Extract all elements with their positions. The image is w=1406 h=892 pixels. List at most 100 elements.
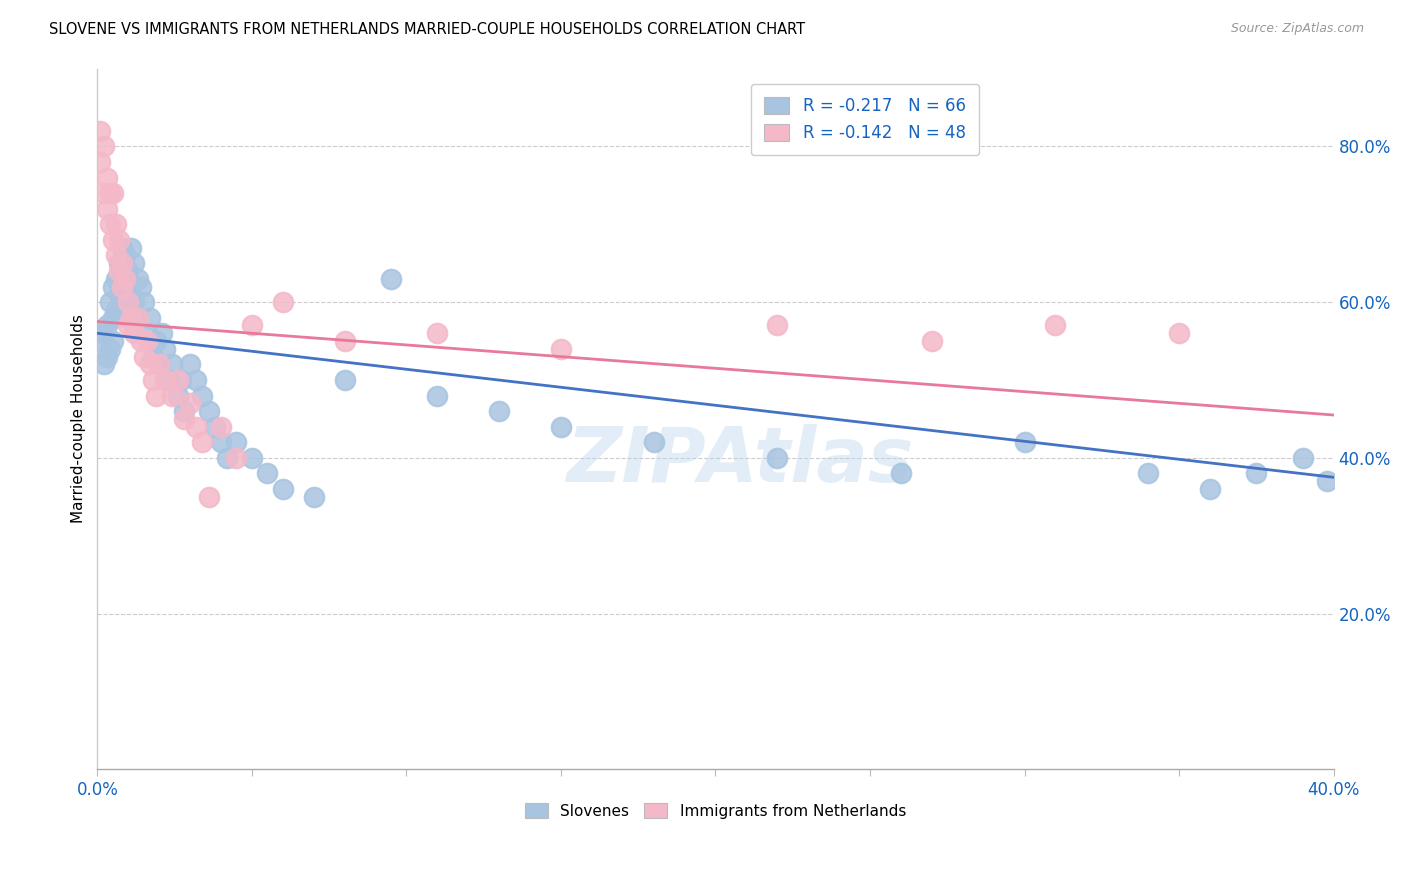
Point: [256, 467, 278, 481]
Point: [104, 217, 127, 231]
Point: [96, 202, 118, 216]
Point: [104, 302, 127, 317]
Point: [96, 350, 118, 364]
Point: [89, 155, 111, 169]
Point: [333, 373, 356, 387]
Point: [333, 334, 356, 348]
Point: [191, 388, 214, 402]
Point: [148, 358, 170, 372]
Point: [209, 419, 232, 434]
Point: [225, 450, 247, 465]
Point: [766, 318, 789, 333]
Point: [643, 435, 665, 450]
Point: [101, 186, 124, 200]
Point: [186, 373, 208, 387]
Point: [166, 388, 188, 402]
Point: [157, 373, 180, 387]
Point: [111, 279, 134, 293]
Point: [204, 419, 226, 434]
Point: [108, 287, 131, 301]
Point: [380, 272, 402, 286]
Point: [271, 295, 294, 310]
Point: [132, 295, 155, 310]
Point: [111, 272, 134, 286]
Point: [426, 388, 449, 402]
Point: [145, 388, 167, 402]
Point: [117, 264, 139, 278]
Point: [550, 342, 572, 356]
Point: [98, 342, 121, 356]
Point: [197, 404, 219, 418]
Point: [160, 358, 183, 372]
Text: Source: ZipAtlas.com: Source: ZipAtlas.com: [1230, 22, 1364, 36]
Point: [145, 334, 167, 348]
Point: [139, 310, 162, 325]
Point: [302, 490, 325, 504]
Point: [197, 490, 219, 504]
Point: [93, 358, 115, 372]
Point: [155, 342, 177, 356]
Point: [155, 373, 177, 387]
Point: [101, 310, 124, 325]
Point: [1168, 326, 1191, 341]
Point: [132, 350, 155, 364]
Point: [114, 248, 136, 262]
Point: [111, 241, 134, 255]
Point: [124, 326, 146, 341]
Point: [124, 256, 146, 270]
Point: [127, 310, 149, 325]
Point: [129, 334, 152, 348]
Point: [173, 404, 195, 418]
Point: [191, 435, 214, 450]
Point: [98, 295, 121, 310]
Y-axis label: Married-couple Households: Married-couple Households: [72, 315, 86, 524]
Point: [166, 373, 188, 387]
Text: ZIPAtlas: ZIPAtlas: [567, 424, 914, 498]
Point: [114, 295, 136, 310]
Point: [89, 124, 111, 138]
Point: [96, 170, 118, 185]
Point: [173, 412, 195, 426]
Point: [108, 264, 131, 278]
Point: [209, 435, 232, 450]
Point: [240, 450, 263, 465]
Point: [921, 334, 943, 348]
Point: [93, 139, 115, 153]
Point: [101, 334, 124, 348]
Point: [117, 310, 139, 325]
Point: [127, 310, 149, 325]
Point: [1137, 467, 1160, 481]
Point: [426, 326, 449, 341]
Point: [120, 241, 142, 255]
Point: [142, 373, 165, 387]
Point: [160, 388, 183, 402]
Point: [114, 272, 136, 286]
Point: [93, 326, 115, 341]
Point: [488, 404, 510, 418]
Point: [108, 256, 131, 270]
Point: [225, 435, 247, 450]
Point: [101, 279, 124, 293]
Point: [104, 248, 127, 262]
Point: [93, 186, 115, 200]
Point: [124, 295, 146, 310]
Point: [127, 272, 149, 286]
Point: [117, 318, 139, 333]
Point: [98, 186, 121, 200]
Point: [217, 450, 239, 465]
Point: [117, 295, 139, 310]
Point: [1014, 435, 1036, 450]
Point: [148, 358, 170, 372]
Point: [98, 217, 121, 231]
Point: [111, 256, 134, 270]
Point: [120, 310, 142, 325]
Point: [150, 326, 173, 341]
Point: [135, 334, 157, 348]
Point: [108, 233, 131, 247]
Point: [89, 334, 111, 348]
Point: [271, 482, 294, 496]
Point: [179, 396, 201, 410]
Point: [104, 272, 127, 286]
Point: [1199, 482, 1222, 496]
Point: [170, 373, 193, 387]
